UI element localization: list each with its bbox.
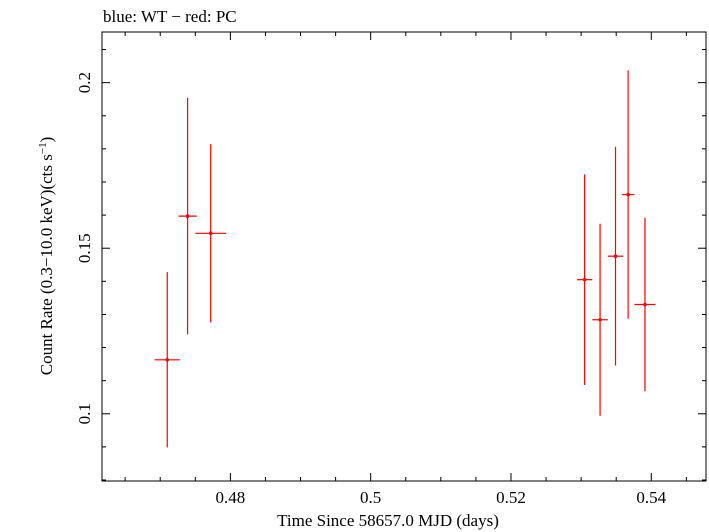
point-marker: [643, 302, 647, 307]
point-marker: [582, 277, 587, 282]
data-point: [607, 146, 624, 366]
point-marker: [185, 214, 190, 218]
data-point: [178, 97, 197, 335]
y-tick-label: 0.15: [75, 233, 94, 263]
y-axis-label-main: Count Rate (0.3−10.0 keV)(cts s: [37, 154, 56, 375]
axis-ticks: 0.48 0.5 0.52 0.54 0.1 0.15 0.2: [75, 32, 706, 507]
x-tick-label: 0.48: [216, 488, 246, 507]
data-point: [634, 217, 656, 392]
x-tick-label: 0.52: [496, 488, 526, 507]
chart-title: blue: WT − red: PC: [103, 7, 237, 26]
y-axis-label-superscript: −1: [37, 142, 49, 154]
x-tick-label: 0.5: [360, 488, 381, 507]
data-point: [576, 174, 593, 385]
point-marker: [613, 254, 618, 258]
data-point: [621, 70, 635, 319]
point-marker: [208, 231, 213, 236]
y-axis-label-end: ): [37, 137, 56, 143]
x-tick-label: 0.54: [636, 488, 666, 507]
plot-frame: [101, 31, 707, 482]
y-tick-label: 0.1: [75, 403, 94, 424]
point-marker: [598, 317, 602, 322]
point-marker: [165, 358, 170, 362]
y-axis-label: Count Rate (0.3−10.0 keV)(cts s−1): [37, 137, 56, 376]
data-point: [154, 272, 180, 448]
data-point: [592, 223, 608, 416]
point-marker: [626, 192, 630, 197]
x-axis-label: Time Since 58657.0 MJD (days): [277, 511, 499, 530]
data-point: [195, 144, 227, 323]
data-series: [154, 70, 656, 448]
y-tick-label: 0.2: [75, 72, 94, 93]
